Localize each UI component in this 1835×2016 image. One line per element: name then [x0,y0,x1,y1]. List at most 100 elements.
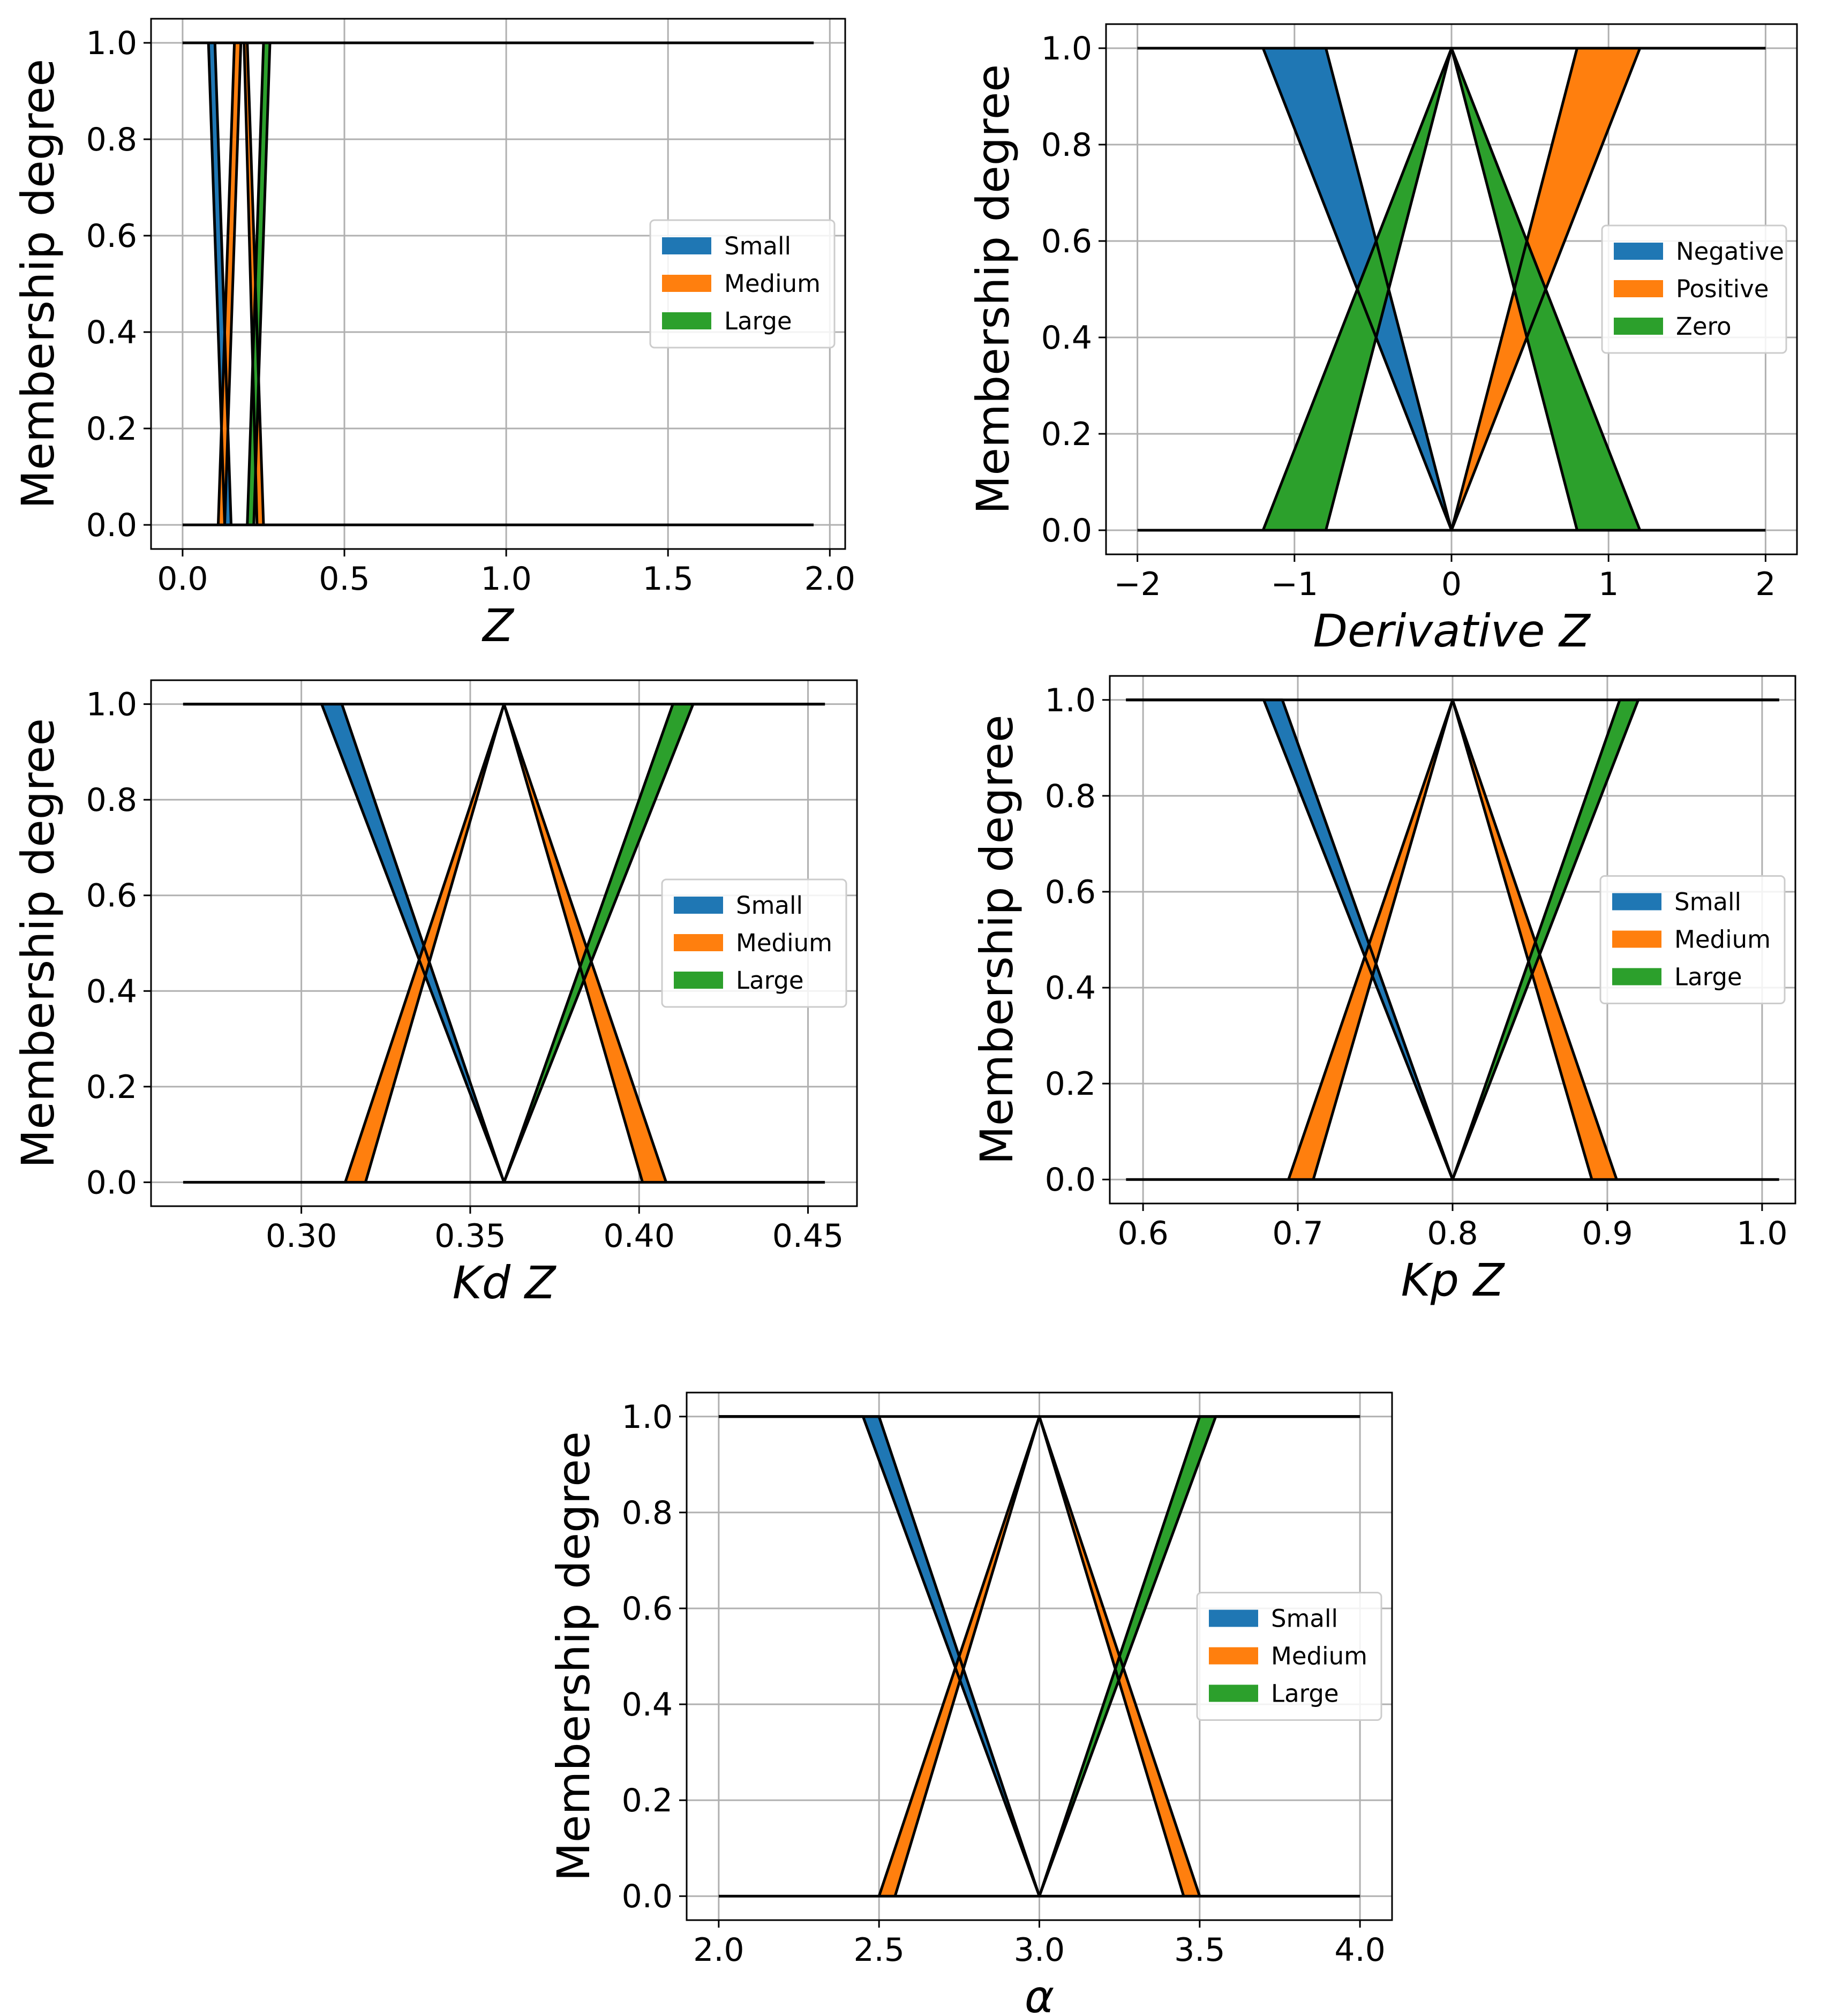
plot-area [1126,698,1779,1181]
legend-swatch-small [1209,1609,1258,1627]
band-small [1126,699,1453,1180]
y-axis-label: Membership degree [12,718,64,1168]
y-tick-label: 0.2 [1041,416,1092,453]
x-tick-label: 0.8 [1427,1215,1478,1252]
x-tick-label: 0.5 [319,560,370,598]
y-tick-label: 0.2 [1045,1065,1096,1103]
x-tick-label: 1.0 [480,560,531,598]
y-tick-label: 0.8 [86,781,137,819]
plot-area [718,1415,1360,1898]
y-axis-label: Membership degree [12,59,64,509]
plot-area [1137,47,1766,532]
legend-label-small: Small [1674,888,1741,916]
x-tick-label: 1 [1598,566,1619,603]
x-tick-label: 3.5 [1174,1931,1225,1969]
y-tick-label: 1.0 [1045,682,1096,719]
y-tick-label: 0.4 [86,973,137,1010]
y-tick-label: 0.8 [1041,126,1092,164]
chart-1: −2 −1 0 1 2 0.0 0.2 0.4 0.6 0.8 1.0 Derivative Z Mem… [967,23,1798,657]
legend-swatch-large [1612,968,1661,986]
boundary-medium-lower [364,703,644,1183]
legend-swatch-small [662,237,711,254]
legend-swatch-large [662,312,711,329]
y-tick-label: 1.0 [86,686,137,724]
chart-2: 0.30 0.35 0.40 0.45 0.0 0.2 0.4 0.6 0.8 1.0 Kd Z Me… [12,679,858,1309]
y-tick-label: 1.0 [1041,30,1092,67]
x-axis-label: Derivative Z [1313,605,1591,657]
axes-frame [150,679,858,1207]
legend-label-small: Small [724,232,791,260]
boundary-small-lower [1126,698,1454,1180]
plot-area [183,703,825,1184]
y-tick-label: 0.6 [1041,223,1092,260]
x-tick-label: 0.35 [434,1217,506,1255]
band-small [183,704,504,1183]
y-tick-label: 0.4 [1045,969,1096,1007]
x-tick-label: 0 [1441,566,1462,603]
x-axis-label: α [1025,1970,1054,2016]
band-medium [345,704,666,1183]
y-tick-label: 0.0 [1045,1161,1096,1199]
x-tick-label: 2 [1755,566,1776,603]
x-tick-label: 0.9 [1582,1215,1633,1252]
legend-swatch-small [1612,893,1661,911]
legend-swatch-large [1209,1684,1258,1702]
y-tick-label: 0.2 [86,410,137,448]
legend-label-large: Large [736,966,804,995]
legend-label-large: Large [1674,963,1742,991]
y-tick-label: 0.0 [86,507,137,544]
legend-label-small: Small [1271,1605,1338,1633]
x-axis-label: Z [482,599,515,652]
legend-label-large: Large [724,307,792,335]
boundary-small-lower [183,703,506,1183]
legend-swatch-zero [1614,318,1663,335]
x-tick-label: 0.6 [1117,1215,1168,1252]
legend: Small Medium Large [649,219,836,349]
y-tick-label: 0.4 [622,1686,673,1724]
legend-label-negative: Negative [1676,237,1784,266]
legend-label-medium: Medium [724,269,821,298]
legend-swatch-medium [1209,1647,1258,1665]
chart-3: 0.6 0.7 0.8 0.9 1.0 0.0 0.2 0.4 0.6 0.8 1.0 Kp Z Mem… [971,675,1796,1306]
x-tick-label: 1.0 [1736,1215,1787,1252]
x-tick-label: 2.0 [693,1931,744,1969]
y-tick-label: 0.2 [86,1069,137,1106]
y-tick-label: 0.4 [1041,319,1092,357]
y-axis-label: Membership degree [547,1431,600,1881]
legend-label-medium: Medium [736,929,832,957]
y-tick-label: 0.6 [86,877,137,915]
legend-swatch-small [674,897,723,914]
y-tick-label: 0.8 [86,121,137,159]
y-tick-label: 0.8 [622,1494,673,1532]
legend-label-zero: Zero [1676,312,1732,341]
x-tick-label: 4.0 [1334,1931,1385,1969]
x-tick-label: 0.30 [266,1217,337,1255]
x-tick-label: 2.0 [804,560,855,598]
x-tick-label: 0.45 [772,1217,844,1255]
chart-4: 2.0 2.5 3.0 3.5 4.0 0.0 0.2 0.4 0.6 0.8 1.0 α Member… [547,1391,1393,2016]
x-axis-label: Kp Z [1401,1254,1506,1306]
legend-label-small: Small [736,891,803,920]
y-axis-label: Membership degree [967,64,1019,514]
x-tick-label: 0.0 [157,560,208,598]
y-tick-label: 0.0 [622,1878,673,1915]
legend: Small Medium Large [661,878,847,1008]
x-tick-label: 0.7 [1272,1215,1323,1252]
x-tick-label: −1 [1271,566,1318,603]
x-tick-label: 3.0 [1014,1931,1065,1969]
y-tick-label: 0.6 [622,1590,673,1628]
legend-swatch-medium [1612,930,1661,948]
boundary-small-upper [1126,698,1454,1180]
legend-label-large: Large [1271,1680,1339,1708]
x-tick-label: 0.40 [603,1217,675,1255]
boundary-medium-upper [344,703,668,1183]
legend: Negative Positive Zero [1601,224,1787,354]
x-tick-label: 1.5 [642,560,693,598]
y-tick-label: 0.0 [1041,512,1092,550]
legend-swatch-medium [674,934,723,951]
y-tick-label: 1.0 [622,1398,673,1436]
y-tick-label: 0.0 [86,1164,137,1201]
axes-frame [150,18,846,550]
boundary-small-upper [183,703,506,1183]
